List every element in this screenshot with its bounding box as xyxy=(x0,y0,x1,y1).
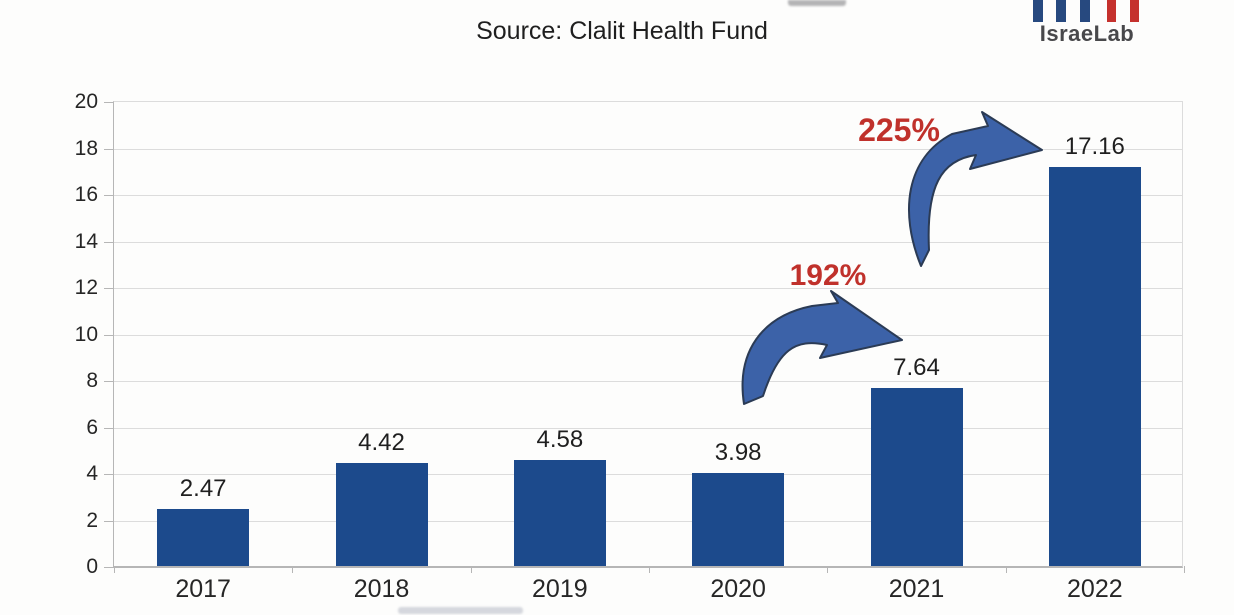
y-axis-label-8: 8 xyxy=(86,369,98,392)
gridline-y6 xyxy=(114,427,1182,429)
y-axis-label-16: 16 xyxy=(74,183,98,206)
y-axis-label-12: 12 xyxy=(74,276,98,299)
bar-2021 xyxy=(870,388,963,566)
logo-bar-blue-3 xyxy=(1080,0,1090,22)
bar-2020 xyxy=(692,473,785,566)
logo-bar-red-1 xyxy=(1107,0,1116,22)
y-axis-tick-6 xyxy=(104,427,114,429)
y-axis-tick-18 xyxy=(104,148,114,150)
value-label-2018: 4.42 xyxy=(358,429,405,457)
y-axis-label-6: 6 xyxy=(86,415,98,439)
x-axis-tick-5 xyxy=(1005,566,1007,573)
y-axis-label-20: 20 xyxy=(74,90,98,113)
y-axis-label-2: 2 xyxy=(86,508,98,532)
gridline-y2 xyxy=(114,520,1182,522)
value-label-2022: 17.16 xyxy=(1064,133,1125,161)
logo-wordmark: IsraeLab xyxy=(1039,21,1135,46)
gridline-y4 xyxy=(114,474,1182,475)
y-axis-tick-2 xyxy=(104,520,114,522)
value-label-2017: 2.47 xyxy=(179,474,227,502)
cropped-title-artifact xyxy=(788,0,846,6)
value-label-2021: 7.64 xyxy=(893,354,940,382)
x-axis-tick-6 xyxy=(1184,566,1185,573)
y-axis-tick-14 xyxy=(104,241,114,243)
bar-2018 xyxy=(335,463,428,566)
logo-bar-red-2 xyxy=(1130,0,1139,22)
plot-area: 0 2 4 6 8 10 12 14 16 18 20 2.47 2017 4.42 2018 4.58 201… xyxy=(75,90,1185,603)
y-axis-label-10: 10 xyxy=(74,322,98,346)
x-axis-tick-1 xyxy=(292,566,294,573)
israelab-logo: IsraeLab xyxy=(1028,0,1146,50)
y-axis-tick-16 xyxy=(104,195,114,196)
x-axis-label-2019: 2019 xyxy=(532,575,588,603)
value-label-2019: 4.58 xyxy=(536,425,584,453)
y-axis-label-0: 0 xyxy=(86,555,98,578)
x-axis-label-2022: 2022 xyxy=(1067,575,1123,603)
x-axis-label-2021: 2021 xyxy=(888,575,945,603)
cropped-bottom-artifact xyxy=(398,607,523,614)
growth-annotation-225: 225% xyxy=(858,112,940,148)
x-axis-tick-2 xyxy=(470,566,472,573)
gridline-y10 xyxy=(114,334,1182,336)
y-axis-tick-10 xyxy=(104,334,114,336)
source-title: Source: Clalit Health Fund xyxy=(476,17,768,45)
gridline-y18 xyxy=(114,148,1182,150)
x-axis-label-2018: 2018 xyxy=(353,575,410,603)
y-axis-tick-8 xyxy=(104,381,114,382)
gridline-y16 xyxy=(114,195,1182,196)
y-axis-tick-20 xyxy=(104,102,114,103)
bar-2017 xyxy=(157,508,250,566)
logo-bar-blue-1 xyxy=(1033,0,1043,22)
gridline-y8 xyxy=(114,381,1182,382)
gridline-y12 xyxy=(114,288,1182,289)
y-axis-tick-4 xyxy=(104,474,114,475)
bar-2022 xyxy=(1048,167,1141,566)
y-axis-tick-12 xyxy=(104,288,114,289)
x-axis-label-2017: 2017 xyxy=(175,575,231,603)
y-axis-label-14: 14 xyxy=(74,229,98,253)
gridline-y14 xyxy=(114,241,1182,243)
y-axis-label-4: 4 xyxy=(86,462,98,485)
x-axis-tick-0 xyxy=(114,566,115,573)
value-label-2020: 3.98 xyxy=(714,439,762,467)
x-axis-tick-4 xyxy=(827,566,829,573)
x-axis-tick-3 xyxy=(649,566,650,573)
y-axis-label-18: 18 xyxy=(74,136,98,160)
y-axis-tick-0 xyxy=(104,567,114,568)
growth-annotation-192: 192% xyxy=(789,259,867,292)
x-axis-label-2020: 2020 xyxy=(710,575,766,603)
bar-2019 xyxy=(513,459,606,566)
logo-bar-blue-2 xyxy=(1056,0,1066,22)
